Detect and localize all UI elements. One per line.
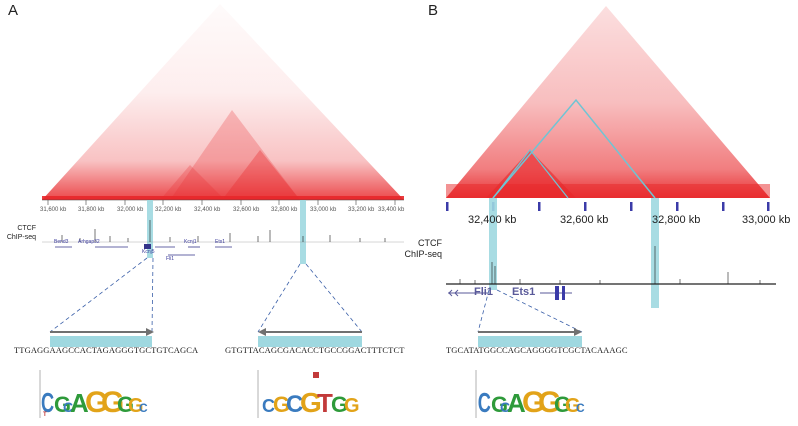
tick-label-b-3: 32,800 kb (652, 214, 701, 226)
zoom-lines-b (477, 289, 583, 333)
orientation-arrow-right (258, 328, 362, 336)
gene-label-kcnj5: Kcnj5 (142, 249, 155, 255)
svg-text:G: G (85, 386, 108, 419)
gene-label-kcnj1: Kcnj1 (184, 239, 197, 245)
tick-label-a-4: 32,200 kb (155, 207, 182, 213)
gene-label-ets1-b: Ets1 (512, 286, 536, 298)
svg-text:G: G (538, 386, 561, 419)
gene-label-arhgap32: Arhgap32 (78, 239, 100, 245)
gene-label-bend3: Bend3 (54, 239, 69, 245)
motif-box-b (478, 336, 582, 347)
gene-track-b (448, 286, 572, 300)
orientation-arrow-left (50, 328, 154, 336)
orientation-arrow-b (478, 328, 582, 336)
tick-label-a-10: 33,400 kb (378, 207, 405, 213)
svg-text:C: C (478, 388, 491, 419)
track-label-b: CTCF ChIP-seq (400, 238, 442, 260)
svg-text:T: T (43, 412, 47, 418)
track-label-a-line2: ChIP-seq (6, 234, 36, 241)
svg-text:G: G (522, 386, 545, 419)
ctcf-site-highlight-right (300, 200, 306, 264)
genomic-axis-a (42, 199, 404, 205)
tick-label-b-4: 33,000 kb (742, 214, 791, 226)
svg-text:A: A (507, 388, 526, 418)
svg-text:G: G (491, 392, 508, 417)
track-label-b-line2: ChIP-seq (404, 249, 442, 259)
tick-label-b-1: 32,400 kb (468, 214, 517, 226)
svg-text:C: C (139, 401, 148, 415)
track-label-b-line1: CTCF (418, 238, 442, 248)
sequence-logo-left: C G C A G G G G C T (39, 370, 148, 419)
gene-label-fli1-a: Fli1 (166, 256, 175, 262)
tick-label-a-1: 31,600 kb (40, 207, 67, 213)
track-label-a: CTCF ChIP-seq (4, 224, 36, 242)
svg-text:C: C (63, 399, 73, 415)
tick-label-b-2: 32,600 kb (560, 214, 609, 226)
sequence-logo-right: C G C G T G G (257, 370, 360, 418)
gene-label-ets1-a: Ets1 (215, 239, 226, 245)
svg-text:C: C (500, 399, 510, 415)
ctcf-site-highlight-b-left (489, 198, 497, 290)
svg-text:G: G (117, 392, 134, 417)
svg-text:G: G (54, 392, 71, 417)
svg-text:G: G (331, 392, 348, 417)
svg-text:G: G (300, 387, 322, 418)
svg-text:G: G (128, 395, 144, 417)
chip-seq-track-b (446, 246, 776, 285)
svg-text:G: G (273, 392, 290, 417)
tick-label-a-9: 33,200 kb (348, 207, 375, 213)
tick-label-a-5: 32,400 kb (194, 207, 221, 213)
tick-label-a-2: 31,800 kb (78, 207, 105, 213)
gene-label-fli1-b: Fli1 (474, 286, 493, 298)
sequence-b-site: TGCATATGGCCAGCAGGGGTCGCTACAAAGC (446, 345, 628, 355)
svg-text:G: G (554, 392, 571, 417)
svg-text:C: C (262, 396, 275, 416)
motif-box-left (50, 336, 152, 347)
panel-a-label: A (8, 2, 19, 19)
gene-track-a (55, 244, 232, 256)
chip-seq-track-a (42, 220, 404, 243)
svg-text:C: C (576, 401, 585, 415)
svg-text:A: A (70, 388, 89, 418)
hic-heatmap-b (446, 6, 770, 199)
svg-text:G: G (565, 395, 581, 417)
sequence-logo-b: C G C A G G G G C (475, 370, 585, 419)
zoom-lines-a (49, 257, 363, 333)
panel-b-label: B (428, 2, 439, 19)
svg-text:G: G (344, 395, 360, 417)
sequence-left-site: TTGAGGAAGCCACTAGAGGGTGCTGTCAGCA (14, 345, 199, 355)
svg-text:G: G (101, 386, 124, 419)
hic-heatmap-a (42, 4, 404, 200)
svg-text:C: C (41, 388, 54, 419)
svg-text:C: C (286, 391, 303, 418)
tick-label-a-6: 32,600 kb (233, 207, 260, 213)
tick-label-a-7: 32,800 kb (271, 207, 298, 213)
tick-label-a-3: 32,000 kb (117, 207, 144, 213)
motif-box-right (258, 336, 362, 347)
svg-text:T: T (317, 388, 333, 418)
tick-label-a-8: 33,000 kb (310, 207, 337, 213)
sequence-right-site: GTGTTACAGCGACACCTGCCGGACTTTCTCT (225, 345, 405, 355)
track-label-a-line1: CTCF (17, 225, 36, 232)
